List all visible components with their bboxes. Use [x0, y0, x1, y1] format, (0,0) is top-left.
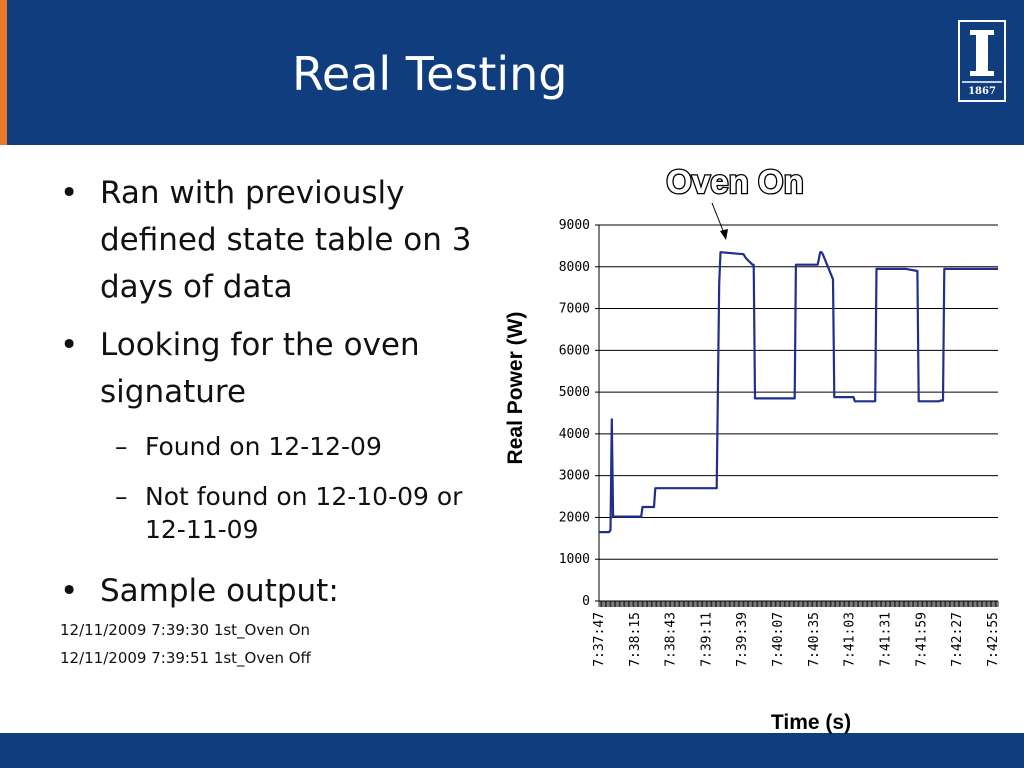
x-tick-label: 7:39:39 [735, 612, 750, 667]
oven-on-annotation: Oven On [666, 163, 804, 200]
y-tick-label: 6000 [559, 343, 590, 358]
x-tick-label: 7:41:31 [878, 612, 893, 667]
y-tick-label: 2000 [559, 510, 590, 525]
bullet-marker: • [60, 327, 79, 363]
y-tick-label: 8000 [559, 260, 590, 275]
accent-stripe [0, 0, 7, 145]
x-tick-label: 7:37:47 [592, 612, 607, 667]
chart-gridlines [599, 224, 998, 560]
y-axis-label: Real Power (W) [504, 312, 527, 465]
y-tick-label: 1000 [559, 552, 590, 567]
x-tick-label: 7:38:15 [628, 612, 643, 667]
x-tick-label: 7:40:07 [771, 612, 786, 667]
x-axis-ticks: 7:37:47 7:38:15 7:38:43 7:39:11 7:39:39 7:40:… [592, 612, 1001, 667]
footer-bar [0, 733, 1024, 768]
x-tick-label: 7:42:55 [986, 612, 1001, 667]
y-axis-ticks: 0 1000 2000 3000 4000 5000 6000 7000 8000 9000 [559, 218, 590, 609]
y-tick-label: 0 [582, 594, 590, 609]
bullet-text: Looking for the oven signature [100, 327, 420, 410]
x-tick-label: 7:41:59 [914, 612, 929, 667]
y-tick-label: 4000 [559, 427, 590, 442]
y-tick-label: 9000 [559, 218, 590, 233]
bullet-text: Sample output: [100, 573, 339, 609]
slide-title: Real Testing [292, 47, 568, 101]
x-minor-ticks [598, 601, 999, 607]
bullet-marker: • [60, 175, 79, 211]
sample-output-line: 12/11/2009 7:39:51 1st_Oven Off [60, 649, 311, 667]
x-tick-label: 7:40:35 [807, 612, 822, 667]
annotation-arrowhead [720, 229, 728, 240]
y-tick-label: 5000 [559, 385, 590, 400]
chart-axes [595, 224, 999, 607]
y-tick-label: 7000 [559, 302, 590, 317]
x-tick-label: 7:38:43 [664, 612, 679, 667]
bullet-text: Ran with previously defined state table … [100, 175, 472, 305]
y-tick-label: 3000 [559, 469, 590, 484]
sub-bullet-marker: – [115, 482, 128, 511]
university-logo: 1867 [958, 20, 1006, 102]
title-bar [0, 0, 1024, 145]
logo-year: 1867 [968, 86, 996, 97]
x-tick-label: 7:39:11 [699, 612, 714, 667]
x-axis-label: Time (s) [771, 711, 851, 734]
sample-output-line: 12/11/2009 7:39:30 1st_Oven On [60, 621, 311, 639]
sub-bullet-text: Found on 12-12-09 [145, 432, 382, 461]
sub-bullet-text: Not found on 12-10-09 or 12-11-09 [145, 482, 463, 544]
x-tick-label: 7:41:03 [843, 612, 858, 667]
x-tick-label: 7:42:27 [950, 612, 965, 667]
bullet-marker: • [60, 573, 79, 609]
series-line [599, 251, 998, 534]
sub-bullet-marker: – [115, 432, 128, 461]
chart-series [599, 251, 998, 534]
